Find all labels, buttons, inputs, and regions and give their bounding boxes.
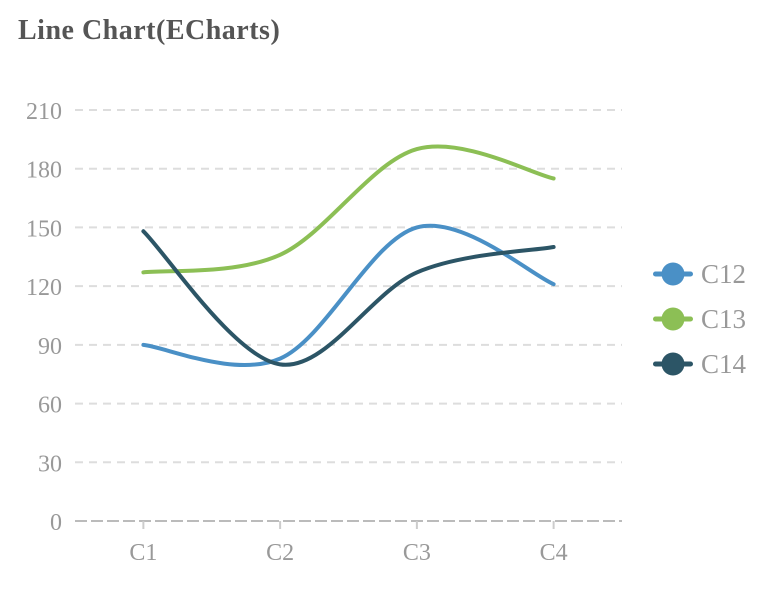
legend-line-icon xyxy=(653,307,693,331)
legend-line-icon xyxy=(653,352,693,376)
legend-item-c13[interactable]: C13 xyxy=(653,304,747,334)
series-line-c13[interactable] xyxy=(141,144,556,275)
y-axis-tick-label: 210 xyxy=(26,99,62,125)
legend-item-c14[interactable]: C14 xyxy=(653,349,747,379)
x-axis-tick-label: C3 xyxy=(403,540,431,566)
y-axis-tick-label: 30 xyxy=(38,451,62,477)
legend-line-icon xyxy=(653,262,693,286)
series-line-c14[interactable] xyxy=(141,229,556,367)
y-axis-tick-label: 90 xyxy=(38,334,62,360)
y-axis-tick-label: 150 xyxy=(26,216,62,242)
y-axis-tick-label: 60 xyxy=(38,393,62,419)
y-axis-tick-label: 180 xyxy=(26,158,62,184)
y-axis-tick-label: 0 xyxy=(50,510,62,536)
legend-label: C12 xyxy=(701,259,747,289)
legend-label: C13 xyxy=(701,304,747,334)
chart-title: Line Chart(ECharts) xyxy=(18,15,281,46)
legend-label: C14 xyxy=(701,349,747,379)
x-axis-tick-label: C1 xyxy=(129,540,157,566)
legend-item-c12[interactable]: C12 xyxy=(653,259,747,289)
legend: C12 C13 C14 xyxy=(653,259,747,379)
x-axis-tick-label: C2 xyxy=(266,540,294,566)
x-axis-tick-label: C4 xyxy=(540,540,568,566)
series-line-c12[interactable] xyxy=(141,223,556,368)
y-axis-tick-label: 120 xyxy=(26,275,62,301)
